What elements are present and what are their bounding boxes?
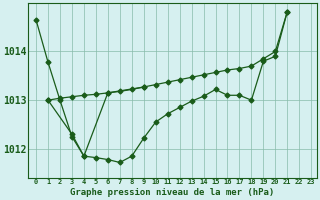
X-axis label: Graphe pression niveau de la mer (hPa): Graphe pression niveau de la mer (hPa) — [70, 188, 275, 197]
